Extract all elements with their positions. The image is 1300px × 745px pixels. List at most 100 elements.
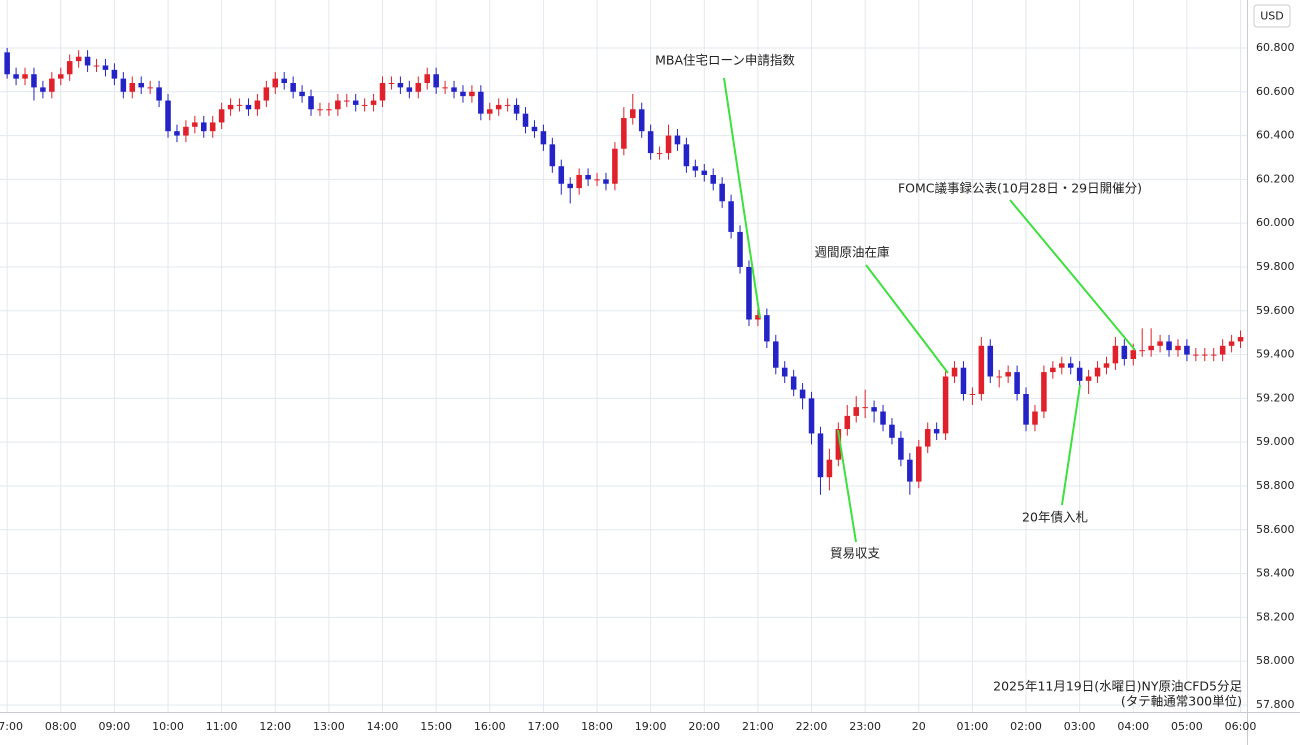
candle-body [272,78,279,88]
candle-body [442,87,448,89]
candle-body [424,74,430,84]
candle-body [755,315,761,320]
candle-body [227,104,234,110]
candle-body [165,100,171,132]
candle-body [621,118,627,149]
candle-body [460,91,466,97]
x-tick-label: 16:00 [474,720,506,733]
candle-body [209,122,216,132]
annotation-line [865,264,949,374]
candle-body [665,135,672,154]
candle-body [1103,363,1110,368]
candle-body [808,398,815,434]
candle-body [638,109,645,132]
candle-body [397,83,404,88]
x-tick-label: 19:00 [635,720,667,733]
candle-body [1112,345,1119,364]
chart-note: (タテ軸通常300単位) [1121,694,1242,709]
candle-body [737,231,743,267]
candle-body [1059,363,1065,368]
candle-body [1130,350,1137,359]
candle-body [1067,363,1074,368]
candle-body [281,78,287,84]
candle-body [773,341,779,368]
candle-body [1148,345,1154,351]
candle-body [111,69,118,79]
candle-body [1219,345,1226,355]
candle-body [487,109,493,114]
candle-body [66,61,73,75]
y-tick-label: 58.600 [1256,523,1295,536]
candle-body [326,109,332,111]
candle-body [361,104,368,106]
candle-body [531,126,538,132]
candle-body [1050,367,1056,373]
candle-body [1184,345,1190,355]
candle-body [853,407,859,416]
candle-body [1193,354,1199,356]
candle-body [245,104,252,110]
candle-body [299,91,305,97]
candle-body [576,174,582,189]
candle-body [826,459,833,478]
candle-body [719,183,725,202]
candle-body [93,65,100,67]
candle-body [317,109,323,111]
candle-body [996,376,1002,378]
y-tick-label: 58.000 [1256,654,1295,667]
candle-body [799,389,806,399]
candle-body [871,407,877,412]
candle-body [522,113,529,127]
candle-body [924,429,931,447]
candle-body [129,83,136,92]
candle-body [710,174,716,184]
candle-body [1032,411,1038,425]
annotation-line [837,429,857,543]
candle-body [40,87,46,92]
x-tick-label: 15:00 [420,720,452,733]
candle-body [335,100,341,110]
candle-body [1014,372,1020,394]
candle-body [612,148,618,184]
candle-body [549,144,556,167]
y-tick-label: 57.800 [1256,698,1295,711]
candle-body [352,100,359,105]
candle-body [218,109,225,123]
x-tick-label: 02:00 [1010,720,1042,733]
candle-body [692,166,699,171]
unit-box [1253,4,1291,28]
annotation-line [1061,384,1081,506]
candle-body [656,153,663,155]
y-tick-label: 59.800 [1256,260,1295,273]
candle-body [817,433,824,478]
candle-body [1076,367,1083,381]
y-tick-label: 60.800 [1256,41,1295,54]
candle-body [495,104,502,110]
candle-body [1023,393,1029,425]
candle-body [379,83,386,101]
candle-body [728,201,734,232]
candle-body [513,104,520,114]
candle-body [147,87,153,89]
candle-body [942,376,949,434]
y-tick-label: 60.600 [1256,85,1295,98]
x-tick-label: 09:00 [99,720,131,733]
candle-body [22,74,28,79]
grid [0,0,1247,712]
candle-body [764,315,770,342]
x-tick-label: 12:00 [259,720,291,733]
x-tick-label: 06:00 [1225,720,1257,733]
candle-body [263,87,270,101]
x-tick-label: 13:00 [313,720,345,733]
candle-body [683,144,690,167]
candle-body [1094,367,1101,377]
candle-body [898,437,904,460]
annotation: 貿易収支 [830,546,881,561]
candle-body [406,87,413,92]
candle-body [889,424,895,438]
candle-body [1157,341,1163,346]
candle-body [451,87,457,92]
candle-body [987,345,994,377]
candle-body [603,179,609,184]
